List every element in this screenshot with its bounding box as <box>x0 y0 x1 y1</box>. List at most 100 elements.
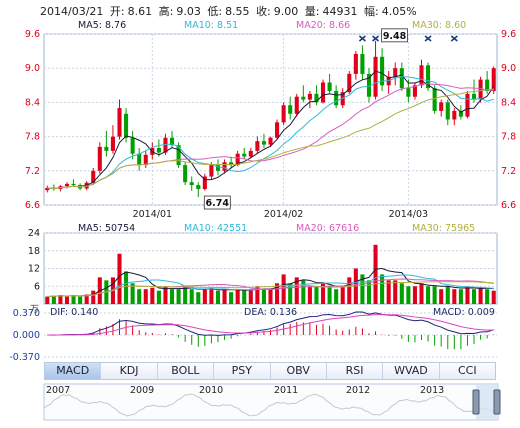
price-ma5-line <box>47 70 495 189</box>
volume-bar <box>432 286 437 304</box>
candle-body <box>320 82 326 103</box>
volume-ma30-line <box>47 281 494 298</box>
candle-body <box>268 137 273 145</box>
volume-bar <box>347 277 352 304</box>
volume-bar <box>202 289 207 304</box>
tab-cci[interactable]: CCI <box>439 363 495 379</box>
candle-body <box>399 68 404 89</box>
volume-bar <box>301 280 306 304</box>
candle-body <box>143 154 148 166</box>
close-value: 9.00 <box>273 5 299 18</box>
volume-bar <box>412 286 417 304</box>
volume-bar <box>386 280 391 304</box>
date-axis-label: 2014/01 <box>133 209 172 220</box>
candle-body <box>189 182 194 186</box>
volume-bar <box>196 292 201 304</box>
volume-bar <box>445 286 450 304</box>
volume-bar <box>222 289 227 304</box>
volume-bar <box>248 289 253 304</box>
volume-bar <box>91 290 96 304</box>
tab-wvad[interactable]: WVAD <box>383 363 440 379</box>
tab-boll[interactable]: BOLL <box>157 363 215 379</box>
candle-body <box>261 141 266 145</box>
volume-bar <box>176 289 181 304</box>
candle-body <box>71 183 76 186</box>
price-tick-right: 9.6 <box>501 29 516 40</box>
date-axis-label: 2014/03 <box>389 209 428 220</box>
volume-legend-ma5: MA5: 50754 <box>78 223 135 234</box>
candle-body <box>380 56 385 86</box>
tab-obv[interactable]: OBV <box>270 363 327 379</box>
price-legend-ma20: MA20: 8.66 <box>296 20 350 31</box>
tab-macd[interactable]: MACD <box>45 363 102 379</box>
candle-body <box>196 185 201 190</box>
price-ma10-line <box>47 76 494 189</box>
open-value: 8.61 <box>127 5 153 18</box>
volume-bar <box>340 286 345 304</box>
price-tick-left: 6.6 <box>25 200 40 211</box>
candle-body <box>288 105 293 114</box>
candle-body <box>156 148 161 153</box>
candle-body <box>373 56 378 97</box>
tab-rsi[interactable]: RSI <box>326 363 384 379</box>
candle-body <box>275 122 280 138</box>
dea-line <box>47 314 494 336</box>
volume-bar <box>189 289 194 304</box>
volume-bar <box>380 274 385 304</box>
volume-bar <box>288 283 293 304</box>
price-tick-left: 9.0 <box>25 63 40 74</box>
tab-psy[interactable]: PSY <box>214 363 271 379</box>
tab-kdj[interactable]: KDJ <box>101 363 158 379</box>
candle-body <box>419 65 424 86</box>
candle-body <box>248 150 253 157</box>
candle-body <box>209 165 214 177</box>
price-annotation: 9.48 <box>383 31 407 42</box>
candle-body <box>458 110 463 117</box>
volume-bar <box>268 289 273 304</box>
event-marker-icon <box>450 35 458 42</box>
macd-tick: -0.370 <box>9 352 40 363</box>
candle-body <box>294 96 299 114</box>
volume-bar <box>117 253 122 304</box>
candle-body <box>307 93 312 100</box>
overview-selection-window <box>476 384 498 420</box>
volume-bar <box>255 286 260 304</box>
price-tick-right: 7.2 <box>501 166 516 177</box>
overview-left-handle <box>472 389 480 415</box>
volume-bar <box>406 286 411 304</box>
volume-bar <box>215 290 221 304</box>
volume-tick: 24 <box>28 228 40 239</box>
volume-bar <box>426 286 431 304</box>
price-ma30-line <box>47 88 494 189</box>
volume-label: 量: <box>304 5 320 18</box>
candle-body <box>222 162 227 171</box>
price-tick-left: 8.4 <box>25 97 40 108</box>
volume-bar <box>393 280 398 304</box>
candle-body <box>255 141 260 151</box>
dif-line <box>47 311 494 336</box>
quote-date: 2014/03/21 <box>40 5 104 18</box>
volume-bar <box>327 286 332 304</box>
macd-legend-macd: MACD: 0.009 <box>433 307 495 318</box>
price-tick-right: 6.6 <box>501 200 516 211</box>
volume-bar <box>485 289 490 304</box>
candle-body <box>301 96 306 100</box>
candle-body <box>327 82 332 91</box>
date-axis-label: 2014/02 <box>264 209 303 220</box>
volume-bar <box>242 290 247 304</box>
candle-body <box>334 91 339 106</box>
volume-bar <box>307 286 312 304</box>
close-label: 收: <box>256 5 271 18</box>
low-value: 8.55 <box>225 5 250 18</box>
overview-year-label: 2011 <box>274 385 298 396</box>
volume-bar <box>163 286 168 304</box>
candle-body <box>366 73 372 97</box>
volume-bar <box>366 280 372 304</box>
volume-bar <box>334 289 339 304</box>
volume-bar <box>84 294 89 304</box>
volume-bar <box>439 289 444 304</box>
macd-tick: 0.000 <box>13 330 40 341</box>
volume-bar <box>58 295 63 304</box>
volume-bar <box>124 271 129 304</box>
